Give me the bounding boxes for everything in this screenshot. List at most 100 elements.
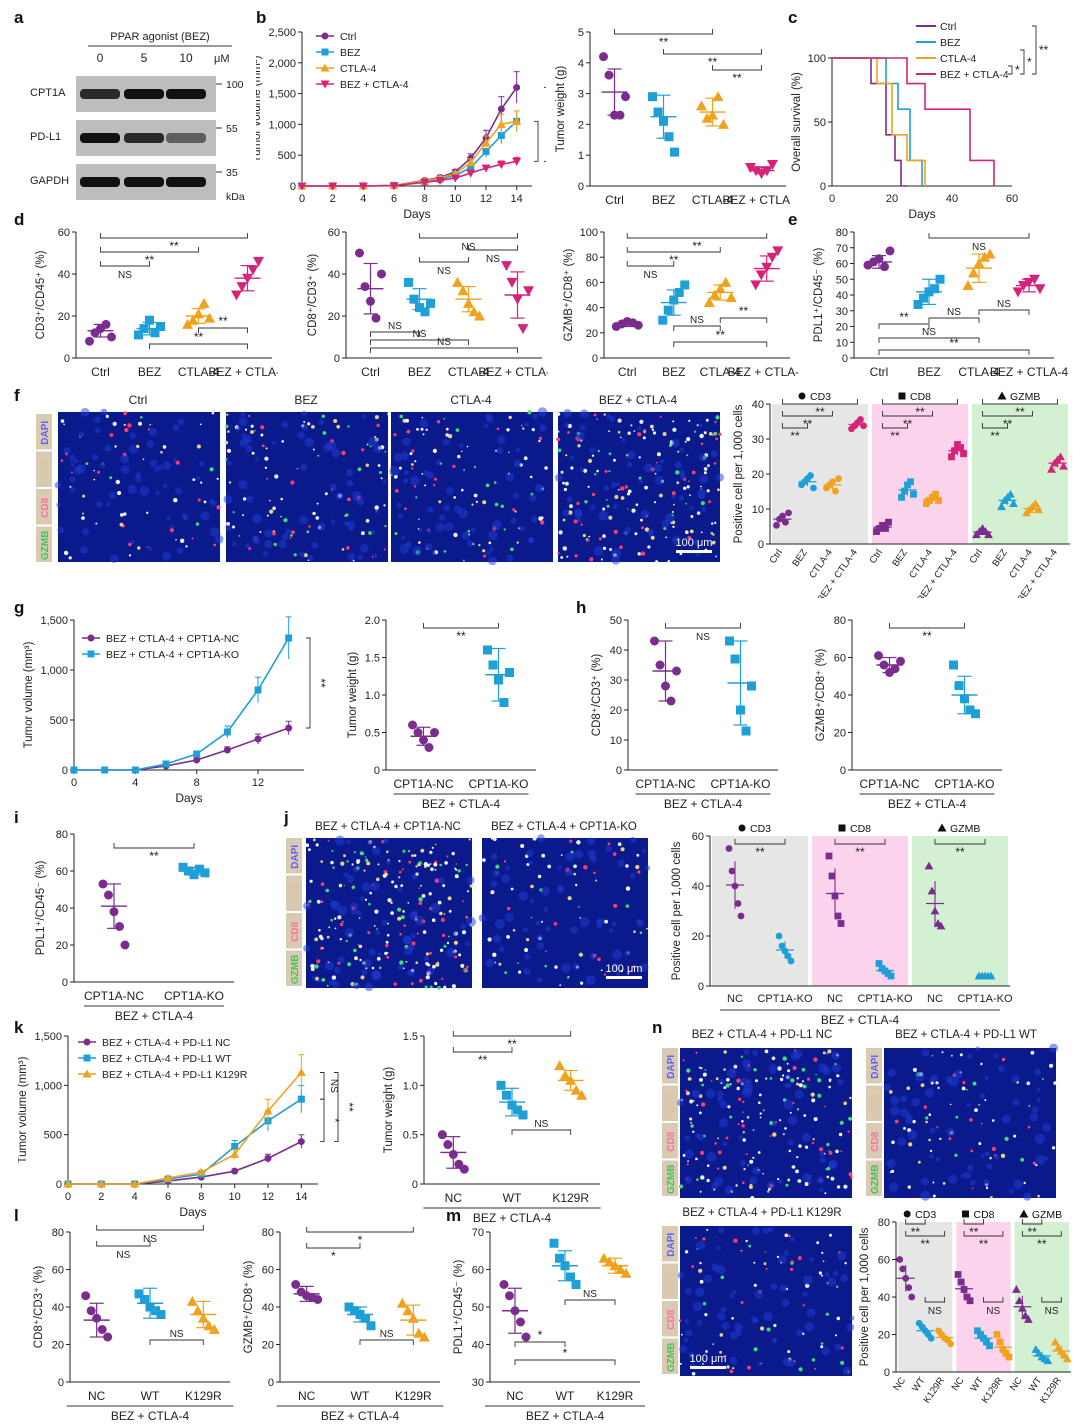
cell-dot bbox=[600, 558, 603, 561]
cell-dot bbox=[639, 419, 644, 424]
cell-dot bbox=[718, 432, 722, 436]
channel-box bbox=[286, 913, 302, 949]
y-tick-label: 0 bbox=[374, 765, 380, 777]
data-point bbox=[807, 472, 814, 479]
significance-label: ** bbox=[669, 253, 679, 267]
nucleus bbox=[396, 502, 402, 508]
cell-dot bbox=[554, 965, 558, 969]
group-background bbox=[912, 836, 1008, 986]
cell-dot bbox=[925, 1116, 929, 1120]
nucleus bbox=[752, 1166, 761, 1175]
nucleus bbox=[824, 1271, 830, 1277]
cell-dot bbox=[296, 467, 299, 470]
cell-dot bbox=[970, 1149, 974, 1153]
cell-dot bbox=[573, 872, 577, 876]
nucleus bbox=[779, 1284, 788, 1292]
data-point bbox=[1059, 461, 1068, 470]
nucleus bbox=[513, 492, 520, 499]
nucleus bbox=[350, 902, 359, 911]
cell-dot bbox=[560, 854, 563, 856]
nucleus bbox=[692, 1301, 703, 1312]
data-point bbox=[236, 282, 248, 293]
cell-dot bbox=[684, 1250, 689, 1254]
group-background bbox=[972, 404, 1068, 544]
nucleus bbox=[837, 1251, 847, 1261]
cell-dot bbox=[706, 1164, 710, 1167]
nucleus bbox=[403, 478, 408, 484]
blot-band bbox=[166, 89, 206, 99]
cell-dot bbox=[200, 481, 203, 484]
cell-dot bbox=[327, 839, 330, 842]
cell-dot bbox=[707, 464, 710, 468]
y-tick-label: 40 bbox=[472, 1340, 484, 1352]
significance-label: ** bbox=[920, 1237, 930, 1251]
cell-dot bbox=[306, 530, 310, 534]
significance-label: NS bbox=[328, 1079, 339, 1093]
cell-dot bbox=[711, 522, 714, 525]
cell-dot bbox=[991, 1146, 996, 1152]
data-point bbox=[467, 164, 475, 172]
cell-dot bbox=[493, 481, 497, 484]
cell-dot bbox=[752, 1156, 755, 1159]
cell-dot bbox=[410, 982, 414, 986]
x-tick-label: 40 bbox=[946, 193, 958, 205]
nucleus bbox=[717, 1095, 723, 1102]
data-point bbox=[496, 160, 506, 169]
cell-dot bbox=[726, 1077, 730, 1082]
nucleus bbox=[361, 969, 368, 976]
image-title: CTLA-4 bbox=[450, 393, 492, 407]
significance-bracket bbox=[1020, 49, 1025, 75]
cell-dot bbox=[620, 847, 625, 852]
data-point bbox=[481, 164, 491, 173]
significance-bracket bbox=[149, 343, 248, 349]
cell-dot bbox=[310, 967, 315, 972]
data-point bbox=[156, 322, 165, 331]
data-point bbox=[658, 315, 668, 325]
cell-dot bbox=[582, 533, 586, 538]
channel-label: CD3 bbox=[290, 884, 301, 904]
nucleus bbox=[685, 1176, 693, 1184]
cell-dot bbox=[805, 1145, 809, 1149]
cell-dot bbox=[142, 458, 145, 460]
nucleus bbox=[223, 495, 233, 504]
cell-dot bbox=[439, 911, 443, 916]
data-point bbox=[162, 760, 170, 768]
x-tick-label: CPT1A-NC bbox=[393, 777, 453, 791]
data-point bbox=[131, 766, 139, 774]
survival-curve bbox=[832, 57, 926, 186]
cell-dot bbox=[433, 862, 438, 867]
significance-label: ** bbox=[708, 55, 718, 69]
y-axis-label: Tumor volume (mm³) bbox=[23, 641, 35, 748]
cell-dot bbox=[906, 1086, 911, 1090]
cell-dot bbox=[140, 416, 143, 419]
cell-dot bbox=[750, 1196, 755, 1200]
channel-box bbox=[866, 1123, 882, 1159]
cell-dot bbox=[467, 529, 471, 533]
nucleus bbox=[487, 556, 497, 566]
panel-letter-b: b bbox=[256, 8, 267, 27]
y-axis-label: Tumor weight (g) bbox=[347, 652, 359, 739]
significance-label: NS bbox=[437, 266, 451, 277]
data-point bbox=[571, 1280, 581, 1289]
group-title: CD8 bbox=[850, 823, 871, 835]
group-label: BEZ + CTLA-4 bbox=[821, 1013, 900, 1027]
cell-dot bbox=[448, 909, 452, 913]
cell-dot bbox=[745, 1239, 748, 1243]
blot-band bbox=[124, 89, 164, 99]
data-point bbox=[435, 176, 445, 185]
nucleus bbox=[693, 539, 700, 546]
y-tick-label: 80 bbox=[56, 829, 68, 841]
data-point bbox=[120, 940, 130, 950]
x-tick-label: K129R bbox=[980, 1375, 1006, 1405]
cell-dot bbox=[918, 1160, 921, 1164]
cell-dot bbox=[311, 425, 315, 429]
cell-dot bbox=[419, 978, 423, 983]
nucleus bbox=[348, 526, 354, 531]
nucleus bbox=[225, 524, 232, 531]
cell-dot bbox=[889, 1171, 892, 1173]
nucleus bbox=[683, 1337, 689, 1343]
cell-dot bbox=[923, 1105, 927, 1109]
data-point bbox=[741, 726, 751, 736]
